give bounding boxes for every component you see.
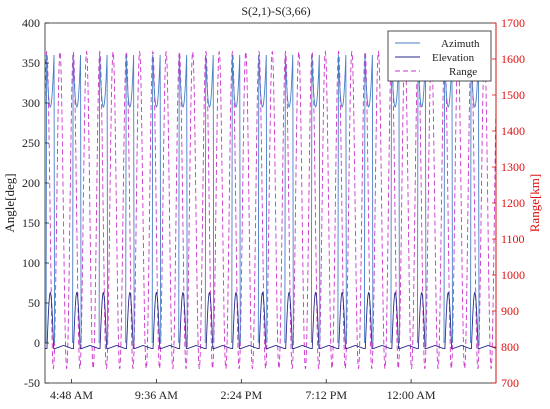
series-azimuth — [45, 54, 480, 344]
y-right-tick-label: 1200 — [501, 196, 525, 210]
right-axis: 700 800 900 1000 1100 1200 1300 1400 1500 1600 170… — [492, 16, 525, 390]
x-axis: 4:48 AM 9:36 AM 2:24 PM 7:12 PM 12:00 AM — [50, 379, 436, 402]
x-tick-label: 2:24 PM — [220, 388, 262, 402]
y-axis-right-label: Range[km] — [527, 174, 542, 232]
y-right-tick-label: 900 — [501, 304, 519, 318]
x-tick-label: 12:00 AM — [387, 388, 436, 402]
y-right-tick-label: 1000 — [501, 268, 525, 282]
y-tick-label: 0 — [34, 336, 40, 350]
y-tick-label: 250 — [22, 136, 40, 150]
legend: Azimuth Elevation Range — [387, 30, 492, 82]
x-tick-label: 4:48 AM — [50, 388, 93, 402]
y-right-tick-label: 1700 — [501, 16, 525, 30]
y-tick-label: 100 — [22, 256, 40, 270]
y-tick-label: 150 — [22, 216, 40, 230]
y-tick-label: 350 — [22, 56, 40, 70]
legend-label-elevation: Elevation — [432, 52, 475, 64]
y-right-tick-label: 1600 — [501, 52, 525, 66]
y-tick-label: 300 — [22, 96, 40, 110]
series-elevation — [45, 291, 496, 350]
left-axis: -50 0 50 100 150 200 250 300 350 400 — [22, 16, 49, 390]
y-tick-label: 200 — [22, 176, 40, 190]
y-right-tick-label: 1300 — [501, 160, 525, 174]
series-layer — [45, 50, 496, 369]
y-right-tick-label: 800 — [501, 340, 519, 354]
y-right-tick-label: 1100 — [501, 232, 525, 246]
y-right-tick-label: 700 — [501, 376, 519, 390]
y-tick-label: 400 — [22, 16, 40, 30]
y-right-tick-label: 1400 — [501, 124, 525, 138]
x-tick-label: 9:36 AM — [135, 388, 178, 402]
y-tick-label: 50 — [28, 296, 40, 310]
legend-box — [387, 30, 492, 82]
legend-label-azimuth: Azimuth — [441, 38, 480, 50]
legend-label-range: Range — [449, 66, 477, 78]
y-axis-label: Angle[deg] — [2, 173, 17, 232]
y-right-tick-label: 1500 — [501, 88, 525, 102]
chart-title: S(2,1)-S(3,66) — [241, 4, 310, 18]
series-range — [45, 50, 496, 369]
x-tick-label: 7:12 PM — [305, 388, 347, 402]
y-tick-label: -50 — [24, 376, 40, 390]
